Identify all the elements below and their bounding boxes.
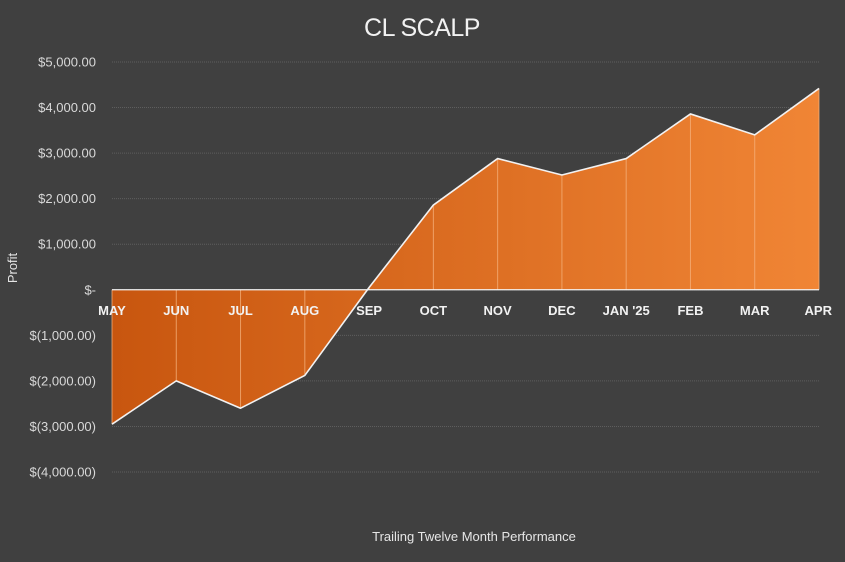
x-tick-label: OCT <box>420 303 448 318</box>
x-tick-label: JAN '25 <box>603 303 650 318</box>
y-tick-label: $5,000.00 <box>38 55 96 70</box>
x-tick-label: MAY <box>98 303 126 318</box>
y-tick-label: $(1,000.00) <box>30 328 97 343</box>
y-tick-label: $(4,000.00) <box>30 465 97 480</box>
x-tick-label: JUN <box>163 303 189 318</box>
x-tick-label: APR <box>805 303 833 318</box>
plot-area <box>111 87 820 425</box>
series-line <box>111 87 820 425</box>
x-tick-label: FEB <box>677 303 703 318</box>
x-tick-label: SEP <box>356 303 382 318</box>
y-tick-label: $- <box>84 282 96 297</box>
y-tick-label: $4,000.00 <box>38 100 96 115</box>
x-tick-label: DEC <box>548 303 576 318</box>
y-tick-label: $3,000.00 <box>38 146 96 161</box>
x-tick-label: MAR <box>740 303 770 318</box>
series-area <box>112 88 819 425</box>
x-axis-ticks: MAY JUN JUL AUG SEP OCT NOV DEC JAN '25 FEB MAR APR <box>98 303 832 318</box>
y-axis-label: Profit <box>5 252 20 283</box>
y-tick-label: $(3,000.00) <box>30 419 97 434</box>
x-tick-label: NOV <box>484 303 513 318</box>
chart-title: CL SCALP <box>364 14 480 42</box>
y-tick-label: $(2,000.00) <box>30 373 97 388</box>
y-axis-ticks: $5,000.00 $4,000.00 $3,000.00 $2,000.00 $1,0… <box>30 55 97 480</box>
x-tick-label: AUG <box>290 303 319 318</box>
y-tick-label: $1,000.00 <box>38 237 96 252</box>
x-axis-label: Trailing Twelve Month Performance <box>372 529 576 544</box>
y-tick-label: $2,000.00 <box>38 191 96 206</box>
x-tick-label: JUL <box>228 303 253 318</box>
